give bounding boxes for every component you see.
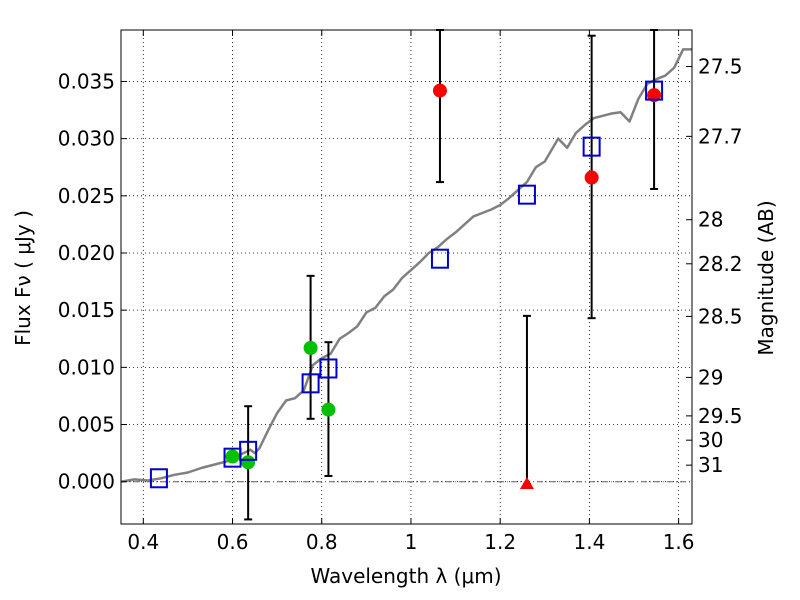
y-tick-label: 0.035 bbox=[58, 69, 115, 93]
right-tick-label: 30 bbox=[698, 428, 723, 452]
ir-detections-point bbox=[432, 83, 447, 98]
right-tick-label: 28.5 bbox=[698, 304, 743, 328]
hst-detections-point bbox=[225, 449, 240, 464]
model-photometry-square bbox=[149, 468, 168, 489]
model-photometry-square bbox=[301, 373, 320, 394]
y-tick-label: 0.020 bbox=[58, 241, 115, 265]
x-tick-label: 1.2 bbox=[484, 530, 516, 554]
y-tick-label: 0.015 bbox=[58, 298, 115, 322]
y-tick-label: 0.005 bbox=[58, 413, 115, 437]
right-tick-label: 29.5 bbox=[698, 404, 743, 428]
right-tick-label: 28 bbox=[698, 208, 723, 232]
y-axis-title: Flux Fν ( μJy ) bbox=[11, 210, 35, 346]
plot-frame bbox=[120, 29, 693, 525]
right-axis-title: Magnitude (AB) bbox=[754, 200, 778, 355]
ir-upper-limit-marker bbox=[519, 476, 534, 489]
right-tick-label: 31 bbox=[698, 453, 723, 477]
model-photometry-square bbox=[517, 184, 536, 205]
model-photometry-square bbox=[582, 136, 601, 157]
x-tick-label: 1.6 bbox=[663, 530, 695, 554]
x-tick-label: 0.4 bbox=[127, 530, 159, 554]
x-tick-label: 1.4 bbox=[573, 530, 605, 554]
x-tick-label: 1 bbox=[405, 530, 418, 554]
right-tick-label: 27.7 bbox=[698, 124, 743, 148]
right-tick-label: 28.2 bbox=[698, 252, 743, 276]
model-photometry-square bbox=[645, 80, 664, 101]
model-photometry-square bbox=[319, 358, 338, 379]
model-photometry-square bbox=[430, 248, 449, 269]
y-tick-label: 0.025 bbox=[58, 184, 115, 208]
right-tick-label: 27.5 bbox=[698, 55, 743, 79]
hst-detections-point bbox=[321, 402, 336, 417]
tick-marks bbox=[121, 30, 692, 524]
y-tick-label: 0.000 bbox=[58, 470, 115, 494]
model-spectrum-line bbox=[120, 48, 692, 483]
ir-detections-point bbox=[584, 170, 599, 185]
x-axis-title: Wavelength λ (μm) bbox=[310, 564, 501, 588]
right-tick-label: 29 bbox=[698, 365, 723, 389]
hst-detections-point bbox=[303, 340, 318, 355]
y-tick-label: 0.030 bbox=[58, 127, 115, 151]
x-tick-label: 0.6 bbox=[217, 530, 249, 554]
hst-detections-point bbox=[241, 455, 256, 470]
y-tick-label: 0.010 bbox=[58, 355, 115, 379]
model-photometry-square bbox=[239, 440, 258, 461]
x-tick-label: 0.8 bbox=[306, 530, 338, 554]
